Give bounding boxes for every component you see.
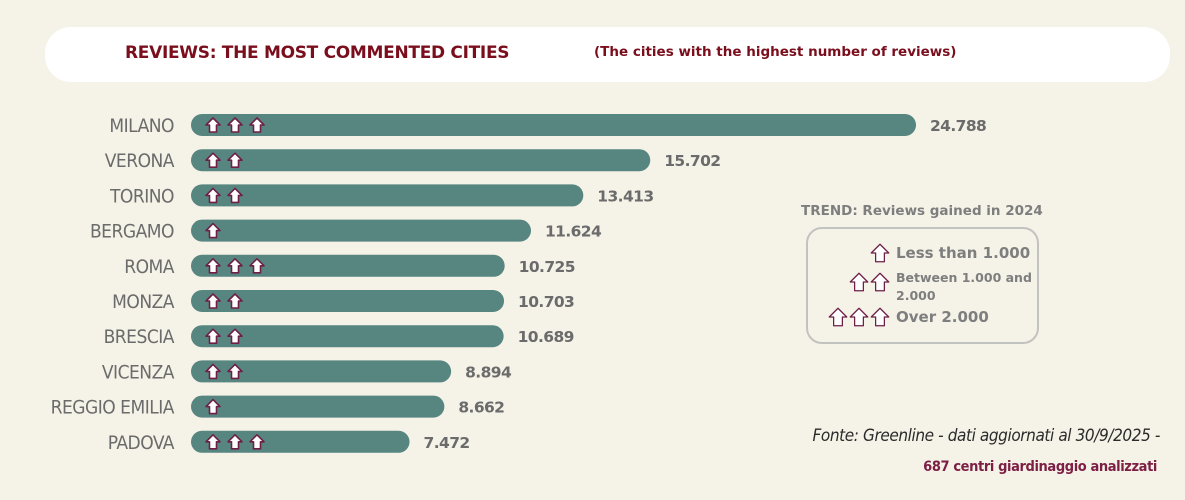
bar [191,325,504,348]
bar-row: ROMA 10.725 [124,254,576,278]
bar [191,395,445,418]
legend-arrow-icon [870,272,890,292]
bar-row: MILANO 24.788 [109,114,987,137]
category-label: VICENZA [102,361,175,383]
bar [191,219,531,242]
trend-arrow-icon [205,363,221,380]
category-label: MONZA [112,291,175,313]
legend-label-2: Between 1.000 and 2.000 [896,270,1032,303]
bar [191,114,916,136]
category-label: BRESCIA [104,326,175,348]
legend-arrow-icon [870,243,890,263]
trend-arrow-icon [227,363,243,380]
chart-title: REVIEWS: THE MOST COMMENTED CITIES [125,43,510,63]
chart-subtitle: (The cities with the highest number of r… [594,44,957,60]
legend-item-1: Less than 1.000 [844,243,1030,263]
bar-row: VICENZA 8.894 [102,360,513,383]
bar-row: BRESCIA 10.689 [104,325,574,348]
category-label: TORINO [109,185,174,207]
legend-item-3: Over 2.000 [826,307,989,327]
trend-arrow-icon [227,152,243,168]
category-label: VERONA [105,150,175,172]
bar-row: BERGAMO 11.624 [90,219,603,243]
value-label: 10.725 [519,258,575,276]
value-label: 24.788 [930,117,986,135]
bar-row: PADOVA 7.472 [108,430,470,454]
category-label: MILANO [109,115,174,137]
bar [191,290,505,312]
source-text: Fonte: Greenline - dati aggiornati al 30… [812,426,1161,446]
trend-arrow-icon [205,398,221,415]
trend-arrow-icon [205,293,221,309]
trend-arrow-icon [205,117,221,133]
legend-arrows-2 [844,272,890,292]
trend-arrow-icon [205,257,221,274]
legend-arrows-1 [844,243,890,263]
value-label: 11.624 [545,223,602,241]
source-note: 687 centri giardinaggio analizzati [923,459,1157,475]
value-label: 15.702 [664,152,720,170]
bar-row: VERONA 15.702 [105,149,721,172]
legend-title: TREND: Reviews gained in 2024 [801,203,1043,219]
header-banner: REVIEWS: THE MOST COMMENTED CITIES (The … [45,27,1170,82]
trend-arrow-icon [227,117,243,133]
legend-item-2: Between 1.000 and 2.000 [844,269,1034,305]
category-label: PADOVA [108,432,175,454]
legend: Less than 1.000 Between 1.000 and 2.000 … [806,227,1039,344]
trend-arrow-icon [227,187,243,204]
trend-arrow-icon [249,117,265,133]
value-label: 8.894 [465,363,512,381]
trend-arrow-icon [249,433,265,450]
trend-arrow-icon [227,257,243,274]
legend-arrow-icon [870,307,890,327]
value-label: 10.703 [518,293,574,311]
bar [191,149,651,172]
value-label: 8.662 [458,399,504,417]
category-label: REGGIO EMILIA [51,397,175,419]
bar [191,254,505,277]
value-label: 7.472 [424,434,470,452]
bar-row: TORINO 13.413 [109,184,654,207]
trend-arrow-icon [205,328,221,345]
legend-label-1: Less than 1.000 [896,244,1031,262]
bar [191,184,584,207]
category-label: ROMA [124,256,175,278]
legend-label-3: Over 2.000 [896,308,989,326]
trend-arrow-icon [249,257,265,274]
trend-arrow-icon [227,293,243,309]
trend-arrow-icon [205,187,221,204]
bar-row: MONZA 10.703 [112,290,575,313]
trend-arrow-icon [205,152,221,168]
trend-arrow-icon [205,433,221,450]
value-label: 13.413 [597,187,653,205]
bar-row: REGGIO EMILIA 8.662 [51,395,505,419]
bar [191,430,410,453]
trend-arrow-icon [205,222,221,239]
legend-arrow-icon [828,307,848,327]
bar [191,360,452,383]
trend-arrow-icon [227,328,243,345]
legend-arrow-icon [849,272,869,292]
legend-arrow-icon [849,307,869,327]
category-label: BERGAMO [90,221,174,243]
legend-arrows-3 [826,307,890,327]
value-label: 10.689 [518,328,574,346]
trend-arrow-icon [227,433,243,450]
